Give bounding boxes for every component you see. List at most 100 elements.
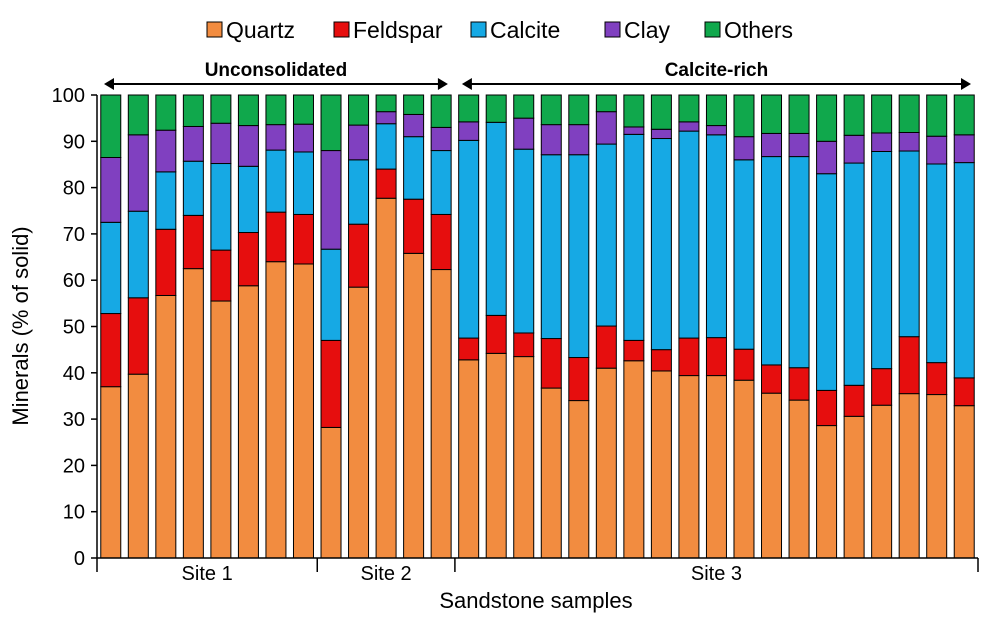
bar-calcite-20 [623, 133, 645, 341]
bar-feldspar-29 [871, 368, 893, 406]
bar-feldspar-28 [843, 384, 865, 417]
bar-feldspar-23 [705, 337, 727, 377]
bar-others-2 [127, 94, 149, 136]
bar-calcite-9 [320, 248, 342, 341]
bar-calcite-28 [843, 162, 865, 386]
bar-feldspar-17 [540, 338, 562, 389]
bar-clay-10 [348, 124, 370, 161]
group-arrow-head-right [961, 78, 971, 90]
legend-label-quartz: Quartz [226, 17, 295, 43]
bar-clay-23 [705, 125, 727, 136]
bar-others-3 [155, 94, 177, 131]
legend-label-others: Others [724, 17, 793, 43]
bar-quartz-10 [348, 286, 370, 559]
bar-quartz-31 [926, 394, 948, 559]
legend-label-clay: Clay [624, 17, 671, 43]
bar-quartz-25 [761, 392, 783, 559]
y-tick-label: 90 [63, 131, 85, 153]
bar-others-32 [953, 94, 975, 136]
bar-feldspar-6 [237, 232, 259, 287]
bar-others-11 [375, 94, 397, 113]
bar-others-7 [265, 94, 287, 126]
legend-swatch-quartz [206, 21, 223, 38]
bar-quartz-6 [237, 285, 259, 559]
bar-feldspar-22 [678, 337, 700, 377]
bar-feldspar-12 [403, 198, 425, 254]
bar-clay-6 [237, 125, 259, 167]
bar-calcite-22 [678, 130, 700, 339]
bar-calcite-19 [595, 143, 617, 327]
bar-others-31 [926, 94, 948, 137]
bar-calcite-29 [871, 150, 893, 370]
bar-calcite-18 [568, 154, 590, 359]
bar-quartz-9 [320, 426, 342, 559]
bar-others-29 [871, 94, 893, 134]
bar-feldspar-19 [595, 325, 617, 369]
bar-others-1 [100, 94, 122, 158]
bar-clay-26 [788, 132, 810, 158]
bar-clay-32 [953, 134, 975, 164]
y-tick-label: 50 [63, 317, 85, 339]
bar-clay-12 [403, 113, 425, 138]
bar-clay-11 [375, 111, 397, 125]
bar-feldspar-25 [761, 364, 783, 394]
bar-others-30 [898, 94, 920, 133]
bar-feldspar-24 [733, 348, 755, 381]
bar-quartz-18 [568, 400, 590, 559]
bar-quartz-26 [788, 399, 810, 559]
bar-clay-1 [100, 157, 122, 223]
bar-feldspar-20 [623, 339, 645, 362]
bar-calcite-5 [210, 163, 232, 251]
bar-quartz-1 [100, 386, 122, 559]
bar-quartz-19 [595, 367, 617, 559]
bar-calcite-26 [788, 156, 810, 369]
bar-calcite-3 [155, 171, 177, 230]
bar-feldspar-30 [898, 336, 920, 395]
bars [100, 94, 975, 559]
y-tick-label: 40 [63, 363, 85, 385]
bar-clay-28 [843, 134, 865, 164]
bar-clay-8 [292, 123, 314, 153]
bar-quartz-15 [485, 352, 507, 559]
bar-clay-18 [568, 124, 590, 156]
bar-clay-3 [155, 129, 177, 173]
bar-calcite-13 [430, 150, 452, 215]
bar-clay-29 [871, 132, 893, 152]
y-axis: 0 10 20 30 40 50 60 70 80 90 100 [52, 85, 98, 570]
bar-calcite-11 [375, 123, 397, 170]
bar-quartz-28 [843, 415, 865, 559]
bar-clay-22 [678, 121, 700, 132]
y-tick-label: 80 [63, 178, 85, 200]
legend: Quartz Feldspar Calcite Clay Others [206, 17, 793, 43]
bar-others-5 [210, 94, 232, 124]
bar-calcite-21 [650, 138, 672, 351]
bar-feldspar-1 [100, 313, 122, 388]
bar-quartz-32 [953, 405, 975, 559]
bar-feldspar-16 [513, 332, 535, 358]
bar-calcite-17 [540, 154, 562, 340]
group-label: Unconsolidated [205, 60, 348, 81]
legend-swatch-feldspar [333, 21, 350, 38]
bar-quartz-29 [871, 404, 893, 559]
bar-calcite-16 [513, 148, 535, 334]
bar-calcite-6 [237, 165, 259, 234]
bar-others-22 [678, 94, 700, 123]
bar-clay-5 [210, 122, 232, 165]
bar-quartz-2 [127, 373, 149, 559]
bar-clay-14 [458, 121, 480, 141]
bar-clay-21 [650, 128, 672, 140]
bar-feldspar-26 [788, 367, 810, 401]
bar-feldspar-7 [265, 211, 287, 263]
x-axis-label: Sandstone samples [439, 588, 632, 613]
bar-calcite-30 [898, 150, 920, 338]
group-arrow-head-left [461, 78, 472, 90]
bar-feldspar-9 [320, 339, 342, 428]
bar-others-16 [513, 94, 535, 119]
y-tick-label: 10 [63, 502, 85, 524]
bar-calcite-23 [705, 134, 727, 339]
bar-calcite-27 [816, 173, 838, 391]
bar-others-28 [843, 94, 865, 136]
bar-others-18 [568, 94, 590, 126]
legend-label-calcite: Calcite [490, 17, 560, 43]
